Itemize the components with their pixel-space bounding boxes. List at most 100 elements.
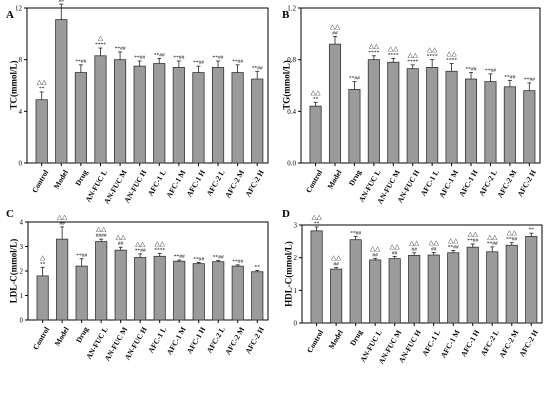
panel-letter: A [6,9,14,21]
significance-mark: ** [255,265,261,271]
significance-mark: △△ [311,89,322,96]
significance-mark: ** [40,261,46,267]
bar [153,255,166,321]
significance-mark: **## [173,55,184,61]
bar [153,63,166,164]
bar [466,246,479,324]
y-axis-label: TC(mmol/L) [8,61,18,110]
x-tick-label: Control [305,328,325,354]
significance-mark: △△ [388,45,399,52]
y-tick-label: 0 [19,160,23,168]
y-axis-label: LDL-C(mmol/L) [8,239,18,304]
significance-mark: △△ [57,214,68,221]
significance-mark: **## [504,74,515,80]
x-tick-label: Drug [348,328,364,347]
chart-panel-d: DHDL-C(mmol/L)0123Control**△△Model##△△Dr… [282,208,543,365]
x-tick-label: AFC-2 H [515,168,538,198]
x-tick-label: Drug [347,168,363,187]
bar [74,72,87,164]
bar [134,257,147,321]
y-tick-label: 0.4 [287,108,296,116]
bar [388,258,401,324]
y-tick-label: 1.2 [287,5,296,13]
significance-mark: **## [448,244,459,250]
significance-mark: ## [411,247,417,253]
significance-mark: △△ [447,51,458,58]
y-tick-label: 4 [19,108,23,116]
significance-mark: △△ [331,254,342,261]
significance-mark: **** [95,42,106,48]
significance-mark: ** [39,86,45,92]
y-tick-label: 4 [20,219,24,227]
significance-mark: **** [427,54,438,60]
significance-mark: **** [446,58,457,64]
significance-mark: **## [174,254,185,260]
bar [445,70,458,164]
bar [447,252,460,324]
bar [369,259,382,324]
significance-mark: △△ [369,43,380,50]
bar [56,238,69,321]
bar [251,78,264,164]
significance-mark: ## [392,250,398,256]
bar [95,241,108,321]
significance-mark: △△ [37,79,48,86]
significance-mark: △△ [370,245,381,252]
significance-mark: **## [115,46,126,52]
y-tick-label: 2 [20,268,24,276]
significance-mark: △△ [135,241,146,248]
x-tick-label: AFC-1 M [164,168,187,199]
significance-mark: **## [193,60,204,66]
bar [133,65,146,164]
x-tick-label: AFC-2 M [223,168,246,199]
y-tick-label: 0 [20,317,24,325]
y-axis-label: HDL-C(mmol/L) [283,241,293,307]
x-tick-label: Control [31,325,51,351]
significance-mark: **## [232,259,243,265]
bar [36,275,49,321]
significance-mark: **## [135,248,146,254]
y-tick-label: 0 [294,320,298,328]
bar [172,67,185,164]
bar [192,263,205,321]
significance-mark: ## [431,246,437,252]
significance-mark: △△ [155,240,166,247]
significance-mark: △△ [427,47,438,54]
plot-frame [26,7,269,164]
bar [251,271,264,321]
bar [367,59,380,164]
y-tick-label: 3 [20,243,24,251]
y-axis-label: TG(mmol/L) [281,60,291,110]
x-tick-label: AFC-2 H [243,168,266,198]
y-tick-label: 1 [20,292,24,300]
significance-mark: **## [487,241,498,247]
significance-mark: △△ [312,214,323,221]
bar [212,261,225,321]
bar [55,19,68,164]
plot-frame [301,224,543,324]
y-tick-label: 0.8 [287,56,296,64]
bar [387,61,400,164]
x-tick-label: AFC-1 H [185,168,208,198]
bar [231,72,244,164]
significance-mark: ## [118,241,124,247]
bar [114,249,127,321]
chart-panel-a: ATC(mmol/L)04812Control**△△Model##△△Drug… [6,0,269,205]
y-tick-label: 3 [294,222,298,230]
significance-mark: ## [59,0,65,4]
x-tick-label: Model [52,168,70,190]
bar [505,244,518,324]
significance-mark: **## [76,253,87,259]
significance-mark: **** [407,59,418,65]
x-tick-label: Control [30,168,50,194]
bar [484,81,497,164]
significance-mark: △△ [390,243,401,250]
plot-frame [300,7,541,164]
significance-mark: ## [372,252,378,258]
x-tick-label: Model [53,325,71,347]
significance-mark: **## [213,254,224,260]
y-tick-label: 1 [294,287,298,295]
y-tick-label: 0.0 [287,160,296,168]
bar [523,90,536,164]
significance-mark: △△ [96,226,107,233]
